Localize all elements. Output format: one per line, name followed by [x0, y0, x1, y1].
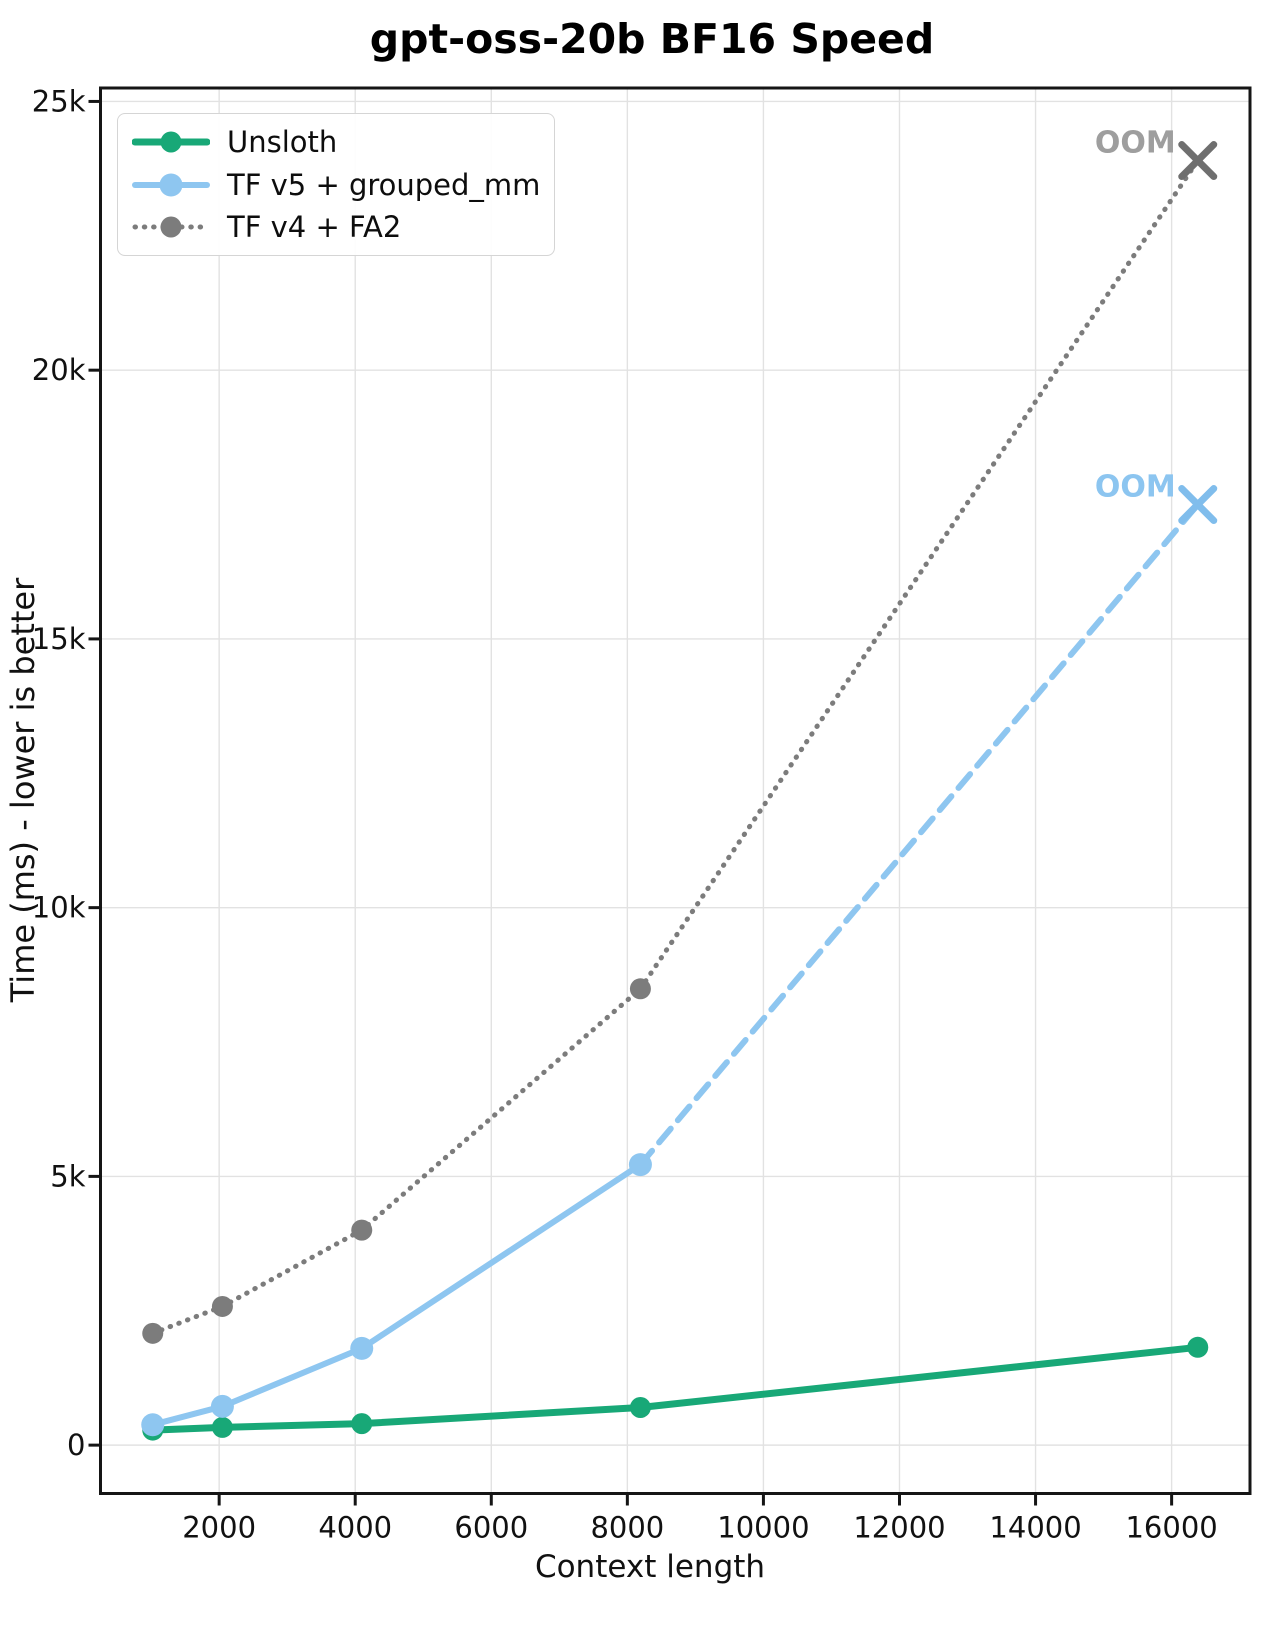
data-point-marker — [351, 1219, 373, 1241]
data-series: OOM OOM — [141, 126, 1218, 1441]
data-point-marker — [210, 1394, 234, 1418]
series-2: OOM — [142, 126, 1218, 1344]
series-line-0 — [149, 1343, 1202, 1434]
legend-label-unsloth: Unsloth — [227, 125, 338, 160]
data-point-marker — [629, 1397, 651, 1419]
chart-title: gpt-oss-20b BF16 Speed — [370, 15, 934, 63]
y-tick-label: 10k — [32, 891, 86, 925]
legend: Unsloth TF v5 + grouped_mm TF v4 + FA2 — [117, 113, 555, 256]
x-tick-label: 8000 — [590, 1511, 664, 1545]
oom-label: OOM — [1095, 126, 1176, 161]
data-point-marker — [628, 1153, 652, 1177]
x-tick-label: 4000 — [318, 1511, 392, 1545]
axes: 2000 4000 6000 8000 10000 12000 14000 16000 0 5k 1… — [32, 84, 1252, 1545]
series-1: OOM — [141, 470, 1218, 1437]
y-axis-label: Time (ms) - lower is better — [4, 577, 42, 1003]
data-point-marker — [351, 1413, 373, 1435]
x-tick-label: 12000 — [853, 1511, 945, 1545]
oom-label: OOM — [1095, 470, 1176, 505]
data-point-marker — [629, 978, 651, 1000]
data-point-marker — [141, 1413, 165, 1437]
x-tick-label: 2000 — [182, 1511, 256, 1545]
legend-label-tf-v4: TF v4 + FA2 — [227, 209, 402, 244]
legend-sample-marker — [160, 216, 182, 238]
series-oom-segment-2 — [637, 158, 1201, 992]
data-point-marker — [350, 1336, 374, 1360]
legend-sample-marker — [159, 173, 183, 196]
series-line-2 — [150, 986, 643, 1336]
x-tick-label: 14000 — [989, 1511, 1081, 1545]
legend-label-tf-v5: TF v5 + grouped_mm — [227, 167, 541, 202]
y-tick-label: 20k — [32, 353, 86, 387]
x-tick-label: 16000 — [1125, 1511, 1217, 1545]
x-tick-label: 10000 — [717, 1511, 809, 1545]
legend-sample-tf-v5-line-icon — [132, 173, 210, 196]
x-axis-label: Context length — [535, 1549, 765, 1585]
series-oom-segment-1 — [637, 501, 1201, 1168]
legend-item-tf-v5: TF v5 + grouped_mm — [132, 168, 554, 202]
legend-sample-tf-v4-line-icon — [132, 216, 210, 238]
y-tick-label: 25k — [32, 84, 86, 118]
x-tick-label: 6000 — [454, 1511, 528, 1545]
data-point-marker — [142, 1322, 164, 1344]
legend-item-unsloth: Unsloth — [132, 125, 554, 159]
series-line-1 — [149, 1161, 644, 1428]
plot-border — [99, 86, 1252, 1495]
legend-sample-marker — [160, 131, 182, 153]
legend-item-tf-v4: TF v4 + FA2 — [132, 210, 554, 244]
series-0 — [142, 1336, 1209, 1441]
oom-x-marker — [1178, 141, 1218, 181]
legend-sample-unsloth-line-icon — [132, 131, 210, 153]
oom-x-marker — [1178, 485, 1218, 525]
y-tick-label: 5k — [50, 1159, 85, 1193]
data-point-marker — [1187, 1336, 1209, 1358]
data-point-marker — [211, 1416, 233, 1438]
y-tick-label: 15k — [32, 622, 86, 656]
data-point-marker — [211, 1295, 233, 1317]
y-tick-label: 0 — [67, 1428, 85, 1462]
gridlines — [100, 88, 1250, 1494]
